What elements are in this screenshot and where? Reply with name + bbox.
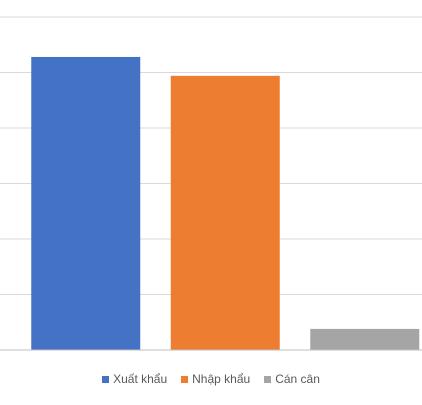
legend-swatch [102,375,110,383]
legend-swatch [181,375,189,383]
bar [310,328,420,350]
legend-label: Cán cân [275,372,320,386]
bar [31,56,141,351]
bar [170,75,280,350]
legend-swatch [264,375,272,383]
legend: Xuất khẩu Nhập khẩu Cán cân [0,372,422,386]
legend-item: Xuất khẩu [102,372,167,386]
legend-item: Nhập khẩu [181,372,250,386]
legend-item: Cán cân [264,372,320,386]
legend-label: Nhập khẩu [192,372,251,386]
legend-label: Xuất khẩu [113,372,168,386]
